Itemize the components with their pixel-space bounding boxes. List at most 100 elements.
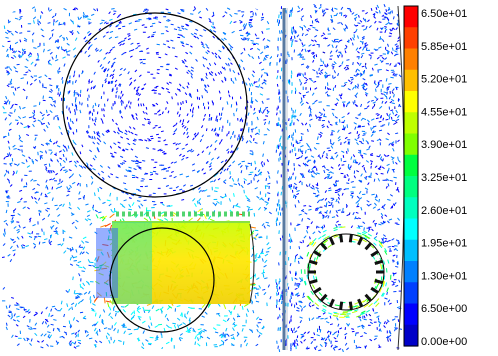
velocity-vector (300, 133, 304, 135)
velocity-vector (23, 126, 28, 129)
velocity-vector (142, 110, 145, 114)
velocity-vector (358, 162, 361, 166)
velocity-vector (14, 50, 18, 54)
velocity-vector (265, 221, 270, 224)
velocity-vector (77, 260, 82, 264)
velocity-vector (196, 153, 200, 157)
velocity-vector (364, 91, 369, 95)
velocity-vector (177, 26, 181, 29)
velocity-vector (388, 302, 392, 305)
velocity-vector (375, 284, 379, 289)
velocity-vector (328, 187, 332, 190)
velocity-vector (360, 117, 364, 121)
velocity-vector (362, 134, 366, 136)
velocity-vector (179, 83, 182, 87)
velocity-vector (296, 118, 300, 122)
velocity-vector (37, 197, 41, 201)
velocity-vector (48, 77, 52, 80)
velocity-vector (71, 341, 76, 345)
velocity-vector (378, 120, 382, 123)
velocity-vector (311, 51, 315, 54)
velocity-vector (14, 17, 19, 20)
velocity-vector (358, 55, 360, 60)
velocity-vector (346, 59, 350, 61)
velocity-vector (261, 68, 265, 71)
velocity-vector (357, 50, 360, 54)
velocity-vector (295, 292, 300, 295)
velocity-vector (169, 73, 173, 76)
velocity-vector (244, 165, 249, 167)
velocity-vector (289, 176, 291, 180)
velocity-vector (31, 159, 33, 163)
velocity-vector (71, 332, 75, 335)
velocity-vector (36, 340, 40, 343)
velocity-vector (118, 27, 121, 30)
velocity-vector (377, 113, 380, 117)
velocity-vector (160, 149, 163, 152)
velocity-vector (324, 317, 328, 320)
velocity-vector (256, 277, 260, 281)
velocity-vector (345, 68, 349, 71)
velocity-vector (119, 155, 124, 158)
velocity-vector (160, 306, 164, 311)
velocity-vector (291, 330, 294, 334)
velocity-vector (279, 156, 282, 161)
velocity-vector (365, 93, 368, 97)
velocity-vector (88, 41, 91, 45)
velocity-vector (101, 176, 105, 180)
velocity-vector (122, 42, 125, 46)
velocity-vector (306, 295, 311, 301)
velocity-vector (264, 253, 269, 257)
velocity-vector (139, 50, 143, 53)
velocity-vector (7, 253, 11, 257)
velocity-vector (124, 37, 127, 40)
velocity-vector (332, 314, 338, 317)
velocity-vector (255, 255, 257, 259)
velocity-vector (165, 68, 169, 71)
velocity-vector (380, 241, 385, 244)
velocity-vector (32, 117, 36, 120)
velocity-vector (315, 184, 319, 187)
velocity-vector (142, 160, 146, 162)
velocity-vector (5, 95, 8, 100)
velocity-vector (224, 338, 228, 342)
velocity-vector (328, 88, 332, 90)
velocity-vector (308, 208, 312, 211)
velocity-vector (175, 143, 178, 146)
velocity-vector (31, 6, 36, 9)
velocity-vector (304, 212, 308, 215)
velocity-vector (13, 148, 17, 150)
velocity-vector (339, 39, 343, 42)
velocity-vector (149, 25, 154, 28)
velocity-vector (335, 182, 337, 186)
velocity-vector (91, 135, 94, 140)
velocity-vector (390, 76, 394, 79)
velocity-vector (239, 19, 243, 23)
velocity-vector (31, 195, 34, 199)
velocity-vector (47, 191, 51, 195)
velocity-vector (136, 309, 140, 314)
velocity-vector (39, 155, 43, 157)
velocity-vector (232, 317, 236, 321)
velocity-vector (340, 93, 343, 97)
velocity-vector (347, 141, 350, 145)
velocity-vector (38, 241, 41, 245)
velocity-vector (9, 184, 13, 187)
colorbar-segment (404, 133, 418, 156)
velocity-vector (353, 278, 356, 281)
velocity-vector (346, 287, 349, 290)
velocity-vector (232, 204, 235, 209)
velocity-vector (275, 292, 278, 297)
velocity-vector (295, 30, 297, 34)
velocity-vector (323, 115, 327, 118)
velocity-vector (307, 331, 310, 334)
velocity-vector (263, 57, 266, 62)
velocity-vector (263, 81, 267, 85)
velocity-vector (370, 153, 373, 156)
velocity-vector (153, 166, 157, 169)
velocity-vector (346, 66, 350, 70)
velocity-vector (120, 90, 123, 94)
velocity-vector (301, 308, 303, 312)
velocity-vector (360, 173, 363, 177)
velocity-vector (166, 20, 170, 22)
